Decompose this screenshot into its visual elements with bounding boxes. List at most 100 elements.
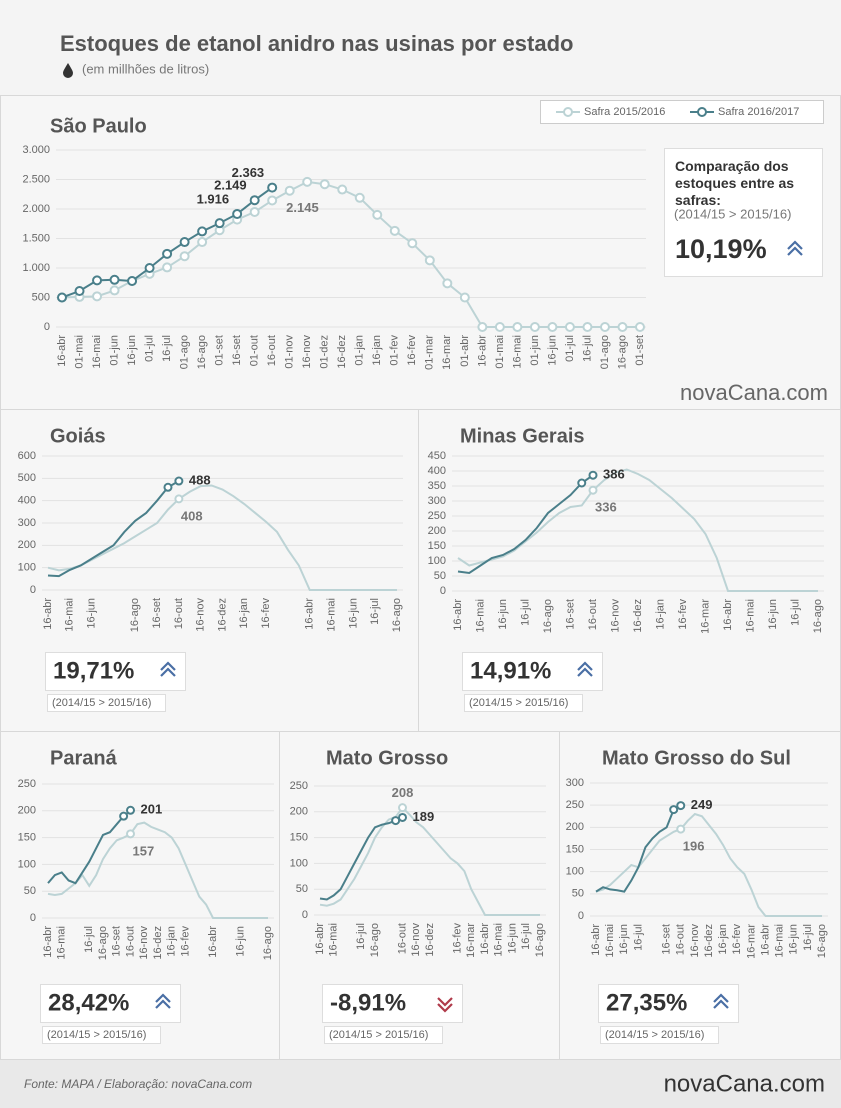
chart-title: Paraná bbox=[50, 747, 118, 769]
change-value: -8,91% bbox=[330, 989, 406, 1016]
point bbox=[389, 225, 400, 236]
comparison-note: (2014/15 > 2015/16) bbox=[52, 697, 151, 709]
x-tick-label: 16-mar bbox=[699, 599, 711, 634]
trend-icon bbox=[160, 661, 176, 671]
point bbox=[197, 237, 208, 248]
y-tick-label: 100 bbox=[428, 555, 446, 567]
x-tick-label: 16-ago bbox=[534, 923, 546, 957]
drop-icon bbox=[63, 63, 73, 78]
point bbox=[302, 176, 313, 187]
x-tick-label: 16-jul bbox=[802, 924, 814, 951]
series-line bbox=[47, 809, 132, 885]
x-tick-label: 01-mar bbox=[424, 335, 436, 370]
point bbox=[179, 237, 190, 248]
legend-swatch bbox=[697, 107, 707, 117]
note-box bbox=[47, 694, 166, 712]
point bbox=[126, 805, 135, 815]
y-tick-label: 2.000 bbox=[22, 203, 50, 215]
x-tick-label: 16-ago bbox=[196, 335, 208, 369]
data-label: 386 bbox=[603, 467, 625, 482]
x-tick-label: 16-abr bbox=[479, 923, 491, 955]
x-tick-label: 16-abr bbox=[56, 335, 68, 367]
chart-title: Mato Grosso bbox=[326, 747, 448, 769]
x-tick-label: 16-jul bbox=[789, 599, 801, 626]
x-tick-label: 16-jan bbox=[238, 598, 250, 629]
y-tick-label: 250 bbox=[18, 778, 36, 790]
y-tick-label: 400 bbox=[18, 495, 36, 507]
x-tick-label: 16-fev bbox=[179, 926, 191, 957]
x-tick-label: 16-mai bbox=[511, 335, 523, 369]
series-line bbox=[457, 474, 594, 575]
x-tick-label: 16-fev bbox=[677, 599, 689, 630]
point bbox=[174, 494, 184, 504]
series-line bbox=[61, 180, 640, 328]
x-tick-label: 16-mai bbox=[325, 598, 337, 632]
point bbox=[179, 251, 190, 262]
change-value: 27,35% bbox=[606, 989, 687, 1016]
x-tick-label: 16-ago bbox=[129, 598, 141, 632]
x-tick-label: 16-mai bbox=[328, 923, 340, 957]
y-tick-label: 200 bbox=[290, 806, 308, 818]
point bbox=[126, 829, 135, 839]
series-line bbox=[47, 821, 268, 919]
x-tick-label: 16-abr bbox=[476, 335, 488, 367]
y-tick-label: 150 bbox=[18, 832, 36, 844]
note-box bbox=[600, 1026, 719, 1044]
x-tick-label: 01-jun bbox=[108, 335, 120, 366]
trend-icon bbox=[160, 667, 176, 677]
x-tick-label: 16-abr bbox=[452, 599, 464, 631]
logo: novaCana.com bbox=[680, 380, 828, 405]
point bbox=[92, 291, 103, 302]
y-tick-label: 50 bbox=[24, 885, 36, 897]
change-value: 10,19% bbox=[675, 234, 767, 264]
x-tick-label: 01-abr bbox=[459, 335, 471, 367]
change-value: 28,42% bbox=[48, 989, 129, 1016]
change-box bbox=[598, 984, 739, 1023]
point bbox=[398, 812, 407, 822]
series-line bbox=[319, 806, 540, 916]
x-tick-label: 16-ago bbox=[542, 599, 554, 633]
y-tick-label: 200 bbox=[18, 805, 36, 817]
note-box bbox=[464, 694, 583, 712]
legend bbox=[540, 100, 824, 124]
x-tick-label: 16-jun bbox=[126, 335, 138, 366]
x-tick-label: 16-jul bbox=[369, 598, 381, 625]
point bbox=[588, 470, 598, 480]
change-box bbox=[40, 984, 181, 1023]
point bbox=[119, 811, 129, 821]
series-line bbox=[47, 480, 180, 578]
x-tick-label: 16-dez bbox=[632, 599, 644, 633]
footer bbox=[0, 1060, 841, 1108]
x-tick-label: 16-jun bbox=[618, 924, 630, 955]
x-tick-label: 16-set bbox=[661, 924, 673, 955]
y-tick-label: 0 bbox=[578, 910, 584, 922]
x-tick-label: 16-abr bbox=[314, 923, 326, 955]
point bbox=[319, 179, 330, 190]
point bbox=[588, 485, 598, 495]
y-tick-label: 0 bbox=[30, 912, 36, 924]
x-tick-label: 01-jul bbox=[143, 335, 155, 362]
x-tick-label: 16-out bbox=[675, 924, 687, 955]
change-value: 19,71% bbox=[53, 657, 134, 684]
comparison-note: (2014/15 > 2015/16) bbox=[674, 206, 791, 221]
page-title: Estoques de etanol anidro nas usinas por… bbox=[60, 31, 573, 56]
y-tick-label: 250 bbox=[566, 799, 584, 811]
y-tick-label: 2.500 bbox=[22, 173, 50, 185]
x-tick-label: 16-fev bbox=[406, 335, 418, 366]
comparison-box bbox=[664, 148, 823, 277]
y-tick-label: 300 bbox=[18, 517, 36, 529]
trend-icon bbox=[713, 993, 729, 1003]
x-tick-label: 16-ago bbox=[369, 923, 381, 957]
point bbox=[577, 478, 587, 488]
x-tick-label: 16-ago bbox=[616, 335, 628, 369]
point bbox=[512, 322, 523, 332]
legend-label: Safra 2016/2017 bbox=[718, 106, 799, 118]
trend-icon bbox=[577, 667, 593, 677]
y-tick-label: 250 bbox=[428, 510, 446, 522]
x-tick-label: 16-jul bbox=[161, 335, 173, 362]
x-tick-label: 16-ago bbox=[391, 598, 403, 632]
point bbox=[162, 248, 173, 259]
y-tick-label: 450 bbox=[428, 450, 446, 462]
y-tick-label: 50 bbox=[296, 883, 308, 895]
point bbox=[74, 286, 85, 297]
